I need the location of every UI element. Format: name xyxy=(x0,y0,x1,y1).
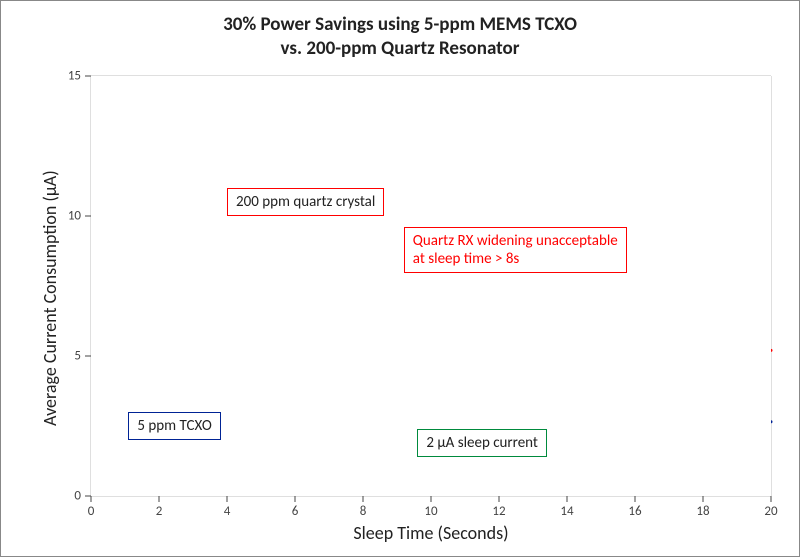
x-tick: 14 xyxy=(560,504,573,519)
y-tick: 15 xyxy=(68,69,81,84)
x-tick: 0 xyxy=(88,504,95,519)
y-axis-label: Average Current Consumption (µA) xyxy=(39,170,61,426)
y-tick: 5 xyxy=(74,349,81,364)
x-tick: 18 xyxy=(696,504,709,519)
x-tick: 6 xyxy=(292,504,299,519)
chart-frame: 30% Power Savings using 5-ppm MEMS TCXO … xyxy=(0,0,800,557)
title-line-1: 30% Power Savings using 5-ppm MEMS TCXO xyxy=(223,13,577,36)
sleep-current-label-text: 2 µA sleep current xyxy=(426,434,538,452)
y-tick: 0 xyxy=(74,489,81,504)
x-tick: 8 xyxy=(360,504,367,519)
x-tick: 4 xyxy=(224,504,231,519)
x-tick: 10 xyxy=(424,504,437,519)
widening-note-box: Quartz RX widening unacceptable at sleep… xyxy=(404,227,627,273)
x-axis-label: Sleep Time (Seconds) xyxy=(91,522,771,544)
tcxo-label-box: 5 ppm TCXO xyxy=(128,412,220,440)
widening-note-line2: at sleep time > 8s xyxy=(413,250,520,268)
x-tick: 2 xyxy=(156,504,163,519)
quartz-label-text: 200 ppm quartz crystal xyxy=(236,193,375,211)
title-line-2: vs. 200-ppm Quartz Resonator xyxy=(280,37,519,60)
y-tick: 10 xyxy=(68,209,81,224)
x-tick: 20 xyxy=(764,504,777,519)
widening-note-line1: Quartz RX widening unacceptable xyxy=(413,232,618,250)
sleep-current-label-box: 2 µA sleep current xyxy=(417,429,547,457)
chart-title: 30% Power Savings using 5-ppm MEMS TCXO … xyxy=(1,13,799,61)
x-tick: 12 xyxy=(492,504,505,519)
x-tick: 16 xyxy=(628,504,641,519)
quartz-label-box: 200 ppm quartz crystal xyxy=(227,188,384,216)
tcxo-label-text: 5 ppm TCXO xyxy=(137,417,211,435)
